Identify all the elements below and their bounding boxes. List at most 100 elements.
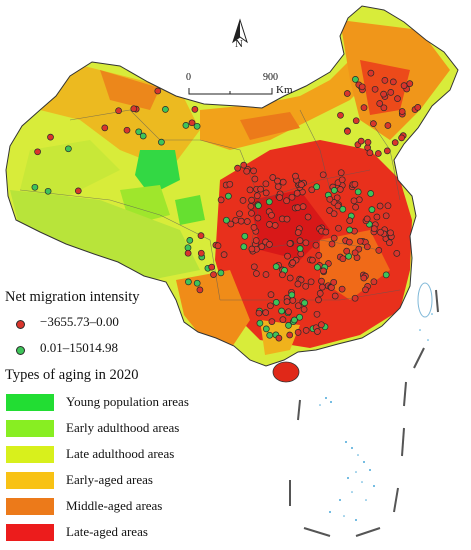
- migration-point: [339, 255, 347, 263]
- migration-point: [268, 318, 276, 325]
- migration-point: [336, 186, 344, 193]
- migration-point: [338, 285, 346, 293]
- migration-point: [255, 309, 263, 317]
- migration-point: [248, 209, 255, 217]
- migration-point: [319, 171, 327, 179]
- migration-point: [123, 126, 131, 134]
- early-aged-label: Early-aged areas: [66, 472, 153, 487]
- migration-point: [265, 198, 273, 206]
- migration-point: [250, 167, 257, 175]
- migration-point: [266, 241, 273, 248]
- migration-point: [334, 202, 342, 210]
- migration-point: [374, 150, 382, 157]
- migration-point: [196, 286, 204, 294]
- migration-point: [398, 134, 405, 142]
- migration-point: [34, 148, 41, 156]
- migration-point: [300, 306, 308, 313]
- migration-point: [309, 256, 316, 264]
- migration-point: [227, 220, 235, 228]
- migration-point: [184, 244, 192, 252]
- migration-point: [130, 105, 138, 113]
- migration-point: [237, 217, 245, 225]
- late-aged-label: Late-aged areas: [66, 524, 148, 539]
- migration-point: [363, 215, 371, 223]
- migration-point: [308, 186, 316, 194]
- migration-point: [193, 122, 201, 130]
- nine-dash-line: [289, 289, 439, 537]
- migration-point: [318, 277, 325, 285]
- migration-point: [274, 177, 281, 185]
- migration-point: [185, 278, 192, 286]
- south-sea-islands: [319, 313, 433, 521]
- migration-point: [296, 245, 304, 252]
- migration-point: [337, 169, 345, 177]
- migration-point: [47, 133, 54, 141]
- scale-unit-label: Km: [276, 84, 293, 96]
- migration-point: [366, 149, 374, 157]
- migration-point: [286, 331, 294, 339]
- migration-point: [394, 95, 401, 102]
- migration-point: [344, 128, 351, 135]
- migration-point: [368, 206, 376, 213]
- migration-point: [371, 85, 379, 93]
- migration-point: [262, 180, 270, 188]
- migration-point: [191, 106, 199, 113]
- migration-point: [186, 237, 194, 244]
- migration-point: [31, 183, 39, 191]
- migration-point: [248, 196, 255, 204]
- migration-point: [363, 243, 371, 251]
- migration-point: [351, 180, 359, 188]
- migration-point: [376, 100, 384, 107]
- migration-point: [243, 167, 251, 175]
- scale-bar: [188, 88, 273, 95]
- migration-point: [239, 197, 247, 204]
- migration-point: [383, 147, 391, 155]
- migration-point: [302, 239, 310, 247]
- migration-point: [339, 205, 347, 213]
- migration-point: [250, 224, 258, 231]
- migration-point: [258, 243, 266, 250]
- migration-point: [330, 210, 338, 218]
- migration-point: [279, 316, 287, 323]
- migration-point: [240, 161, 248, 169]
- migration-point: [387, 89, 395, 96]
- migration-point: [384, 122, 392, 129]
- migration-point: [257, 185, 264, 193]
- migration-point: [250, 263, 258, 271]
- migration-point: [330, 278, 338, 286]
- migration-point: [289, 297, 297, 304]
- migration-point: [370, 278, 378, 286]
- migration-point: [255, 202, 262, 209]
- migration-point: [291, 316, 298, 324]
- migration-point: [285, 322, 292, 329]
- migration-point: [400, 82, 408, 89]
- migration-point: [318, 283, 326, 291]
- migration-point: [373, 213, 381, 221]
- migration-point: [330, 234, 338, 242]
- migration-point: [304, 213, 312, 221]
- migration-point: [322, 228, 330, 236]
- migration-legend-title: Net migration intensity: [5, 289, 140, 305]
- migration-negative-label: −3655.73–0.00: [40, 314, 119, 329]
- migration-point: [268, 211, 275, 219]
- migration-positive-symbol: [16, 346, 25, 355]
- middle-aged-label: Middle-aged areas: [66, 498, 163, 513]
- migration-point: [294, 302, 302, 310]
- taiwan-island: [417, 282, 433, 318]
- migration-point: [74, 187, 82, 195]
- migration-point: [101, 124, 109, 132]
- migration-point: [350, 197, 358, 205]
- migration-point: [343, 247, 351, 255]
- migration-point: [326, 207, 333, 214]
- migration-point: [313, 183, 321, 191]
- migration-point: [266, 331, 274, 339]
- migration-point: [115, 107, 122, 115]
- migration-point: [351, 249, 359, 257]
- migration-point: [286, 274, 294, 282]
- migration-point: [352, 203, 359, 211]
- migration-point: [391, 139, 399, 146]
- migration-point: [225, 192, 232, 200]
- migration-point: [301, 299, 308, 307]
- migration-point: [247, 203, 255, 210]
- migration-point: [243, 218, 251, 225]
